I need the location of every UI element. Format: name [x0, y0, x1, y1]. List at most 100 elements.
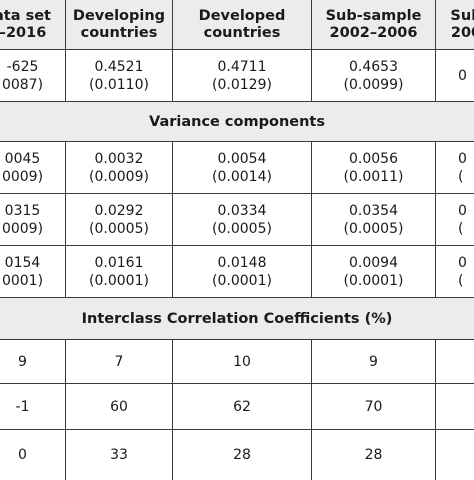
table-cell: 28	[312, 430, 436, 480]
header-label-line1: Sub	[450, 7, 474, 24]
table-cell: 0315 0009)	[0, 194, 66, 245]
cell-se: (0.0005)	[212, 220, 272, 237]
cell-value: 33	[110, 447, 128, 463]
cell-value: 0.0334	[217, 202, 267, 219]
table-cell: 0154 0001)	[0, 246, 66, 297]
cell-se: (0.0001)	[343, 272, 404, 289]
cell-se: 0009)	[1, 168, 44, 185]
cell-se: (0.0011)	[343, 168, 404, 185]
table-cell: 62	[173, 384, 312, 429]
table-row: 9 7 10 9	[0, 340, 474, 384]
section-title-icc: Interclass Correlation Coefficients (%)	[81, 310, 393, 327]
cell-value: 0.4653	[349, 58, 398, 75]
table-cell: 0.4521 (0.0110)	[66, 50, 173, 101]
table-cell: 0.0354 (0.0005)	[312, 194, 436, 245]
cell-value: 10	[233, 353, 251, 370]
table-cell: 10	[173, 340, 312, 383]
cell-value: 0045	[4, 150, 41, 167]
table-cell: 70	[312, 384, 436, 429]
cell-se: (0.0099)	[343, 76, 404, 93]
cell-se: (	[458, 220, 464, 237]
section-title-variance: Variance components	[149, 113, 325, 130]
cell-value: 0.4711	[217, 58, 267, 75]
table-cell: 0.0334 (0.0005)	[173, 194, 312, 245]
table-cell: 0 (	[436, 246, 474, 297]
header-label-line2: countries	[80, 24, 158, 41]
cell-se: 0001)	[1, 272, 44, 289]
cell-value: 60	[110, 398, 128, 415]
header-label-line1: Developing	[72, 7, 166, 24]
header-label-line1: Developed	[198, 7, 286, 24]
cell-se: (0.0001)	[89, 272, 149, 289]
header-label-line2: 2002–2006	[329, 24, 418, 41]
table-cell: 28	[173, 430, 312, 480]
table-cell	[436, 384, 474, 429]
table-cell: -1	[0, 384, 66, 429]
cell-value: -1	[15, 398, 30, 415]
cell-se: 0087)	[1, 76, 44, 93]
header-label-line1: Sub-sample	[325, 7, 422, 24]
cell-se: 0009)	[1, 220, 44, 237]
header-label-line2: –2016	[0, 24, 47, 41]
table-cell: 0.4653 (0.0099)	[312, 50, 436, 101]
cell-value: 0	[18, 447, 27, 463]
cell-value: 0	[458, 254, 467, 271]
cell-value: 0.0292	[94, 202, 144, 219]
cell-se: (0.0005)	[89, 220, 149, 237]
cell-value: 28	[233, 447, 251, 463]
cell-value: 0.4521	[94, 58, 144, 75]
cell-value: 7	[114, 353, 124, 370]
table-cell: 0.0292 (0.0005)	[66, 194, 173, 245]
header-label-line2: countries	[203, 24, 281, 41]
table-cell: 9	[312, 340, 436, 383]
cell-value: 0.0148	[217, 254, 267, 271]
table-row: 0154 0001) 0.0161 (0.0001) 0.0148 (0.000…	[0, 246, 474, 298]
table-cell: 0 (	[436, 142, 474, 193]
cell-se: (0.0001)	[212, 272, 272, 289]
table-row: 0045 0009) 0.0032 (0.0009) 0.0054 (0.001…	[0, 142, 474, 194]
table-cell: 0.0054 (0.0014)	[173, 142, 312, 193]
cell-value: 0	[458, 202, 467, 219]
cell-value: 0.0354	[349, 202, 398, 219]
cell-value: 62	[233, 398, 251, 415]
table-cell: 7	[66, 340, 173, 383]
table-cell: 0	[0, 430, 66, 480]
cell-value: 0154	[4, 254, 41, 271]
cell-value: 9	[369, 353, 378, 370]
table-cell: 0.0094 (0.0001)	[312, 246, 436, 297]
table-cell: 0.0032 (0.0009)	[66, 142, 173, 193]
section-header-row: Variance components	[0, 102, 474, 142]
header-label-line1: ata set	[0, 7, 51, 24]
section-header-row: Interclass Correlation Coefficients (%)	[0, 298, 474, 340]
cell-se: (0.0129)	[212, 76, 272, 93]
table-row: -1 60 62 70	[0, 384, 474, 430]
cell-value: 70	[364, 398, 383, 415]
table-header-row: ata set –2016 Developing countries Devel…	[0, 0, 474, 50]
table-cell	[436, 430, 474, 480]
table-cell: 0045 0009)	[0, 142, 66, 193]
table-row: 0315 0009) 0.0292 (0.0005) 0.0334 (0.000…	[0, 194, 474, 246]
cell-value: 0.0054	[217, 150, 267, 167]
header-cell-developed: Developed countries	[173, 0, 312, 49]
cell-se: (0.0110)	[89, 76, 149, 93]
table-cell: 0.0148 (0.0001)	[173, 246, 312, 297]
header-cell-subsample-2002-2006: Sub-sample 2002–2006	[312, 0, 436, 49]
table-cell: 33	[66, 430, 173, 480]
header-label-line2: 200	[450, 24, 474, 41]
table-cell: 0.0161 (0.0001)	[66, 246, 173, 297]
cell-value: 0315	[4, 202, 41, 219]
cell-value: 28	[364, 447, 383, 463]
cell-value: -625	[6, 58, 39, 75]
cell-se: (	[458, 168, 464, 185]
table-cell: 0.0056 (0.0011)	[312, 142, 436, 193]
table-cell	[436, 340, 474, 383]
cell-value: 0	[458, 150, 467, 167]
cell-se: (0.0014)	[212, 168, 272, 185]
table-row: 0 33 28 28	[0, 430, 474, 480]
cell-se: (0.0005)	[343, 220, 404, 237]
header-cell-full-sample: ata set –2016	[0, 0, 66, 49]
table-cell: 9	[0, 340, 66, 383]
cell-value: 0.0161	[94, 254, 144, 271]
table-row: -625 0087) 0.4521 (0.0110) 0.4711 (0.012…	[0, 50, 474, 102]
